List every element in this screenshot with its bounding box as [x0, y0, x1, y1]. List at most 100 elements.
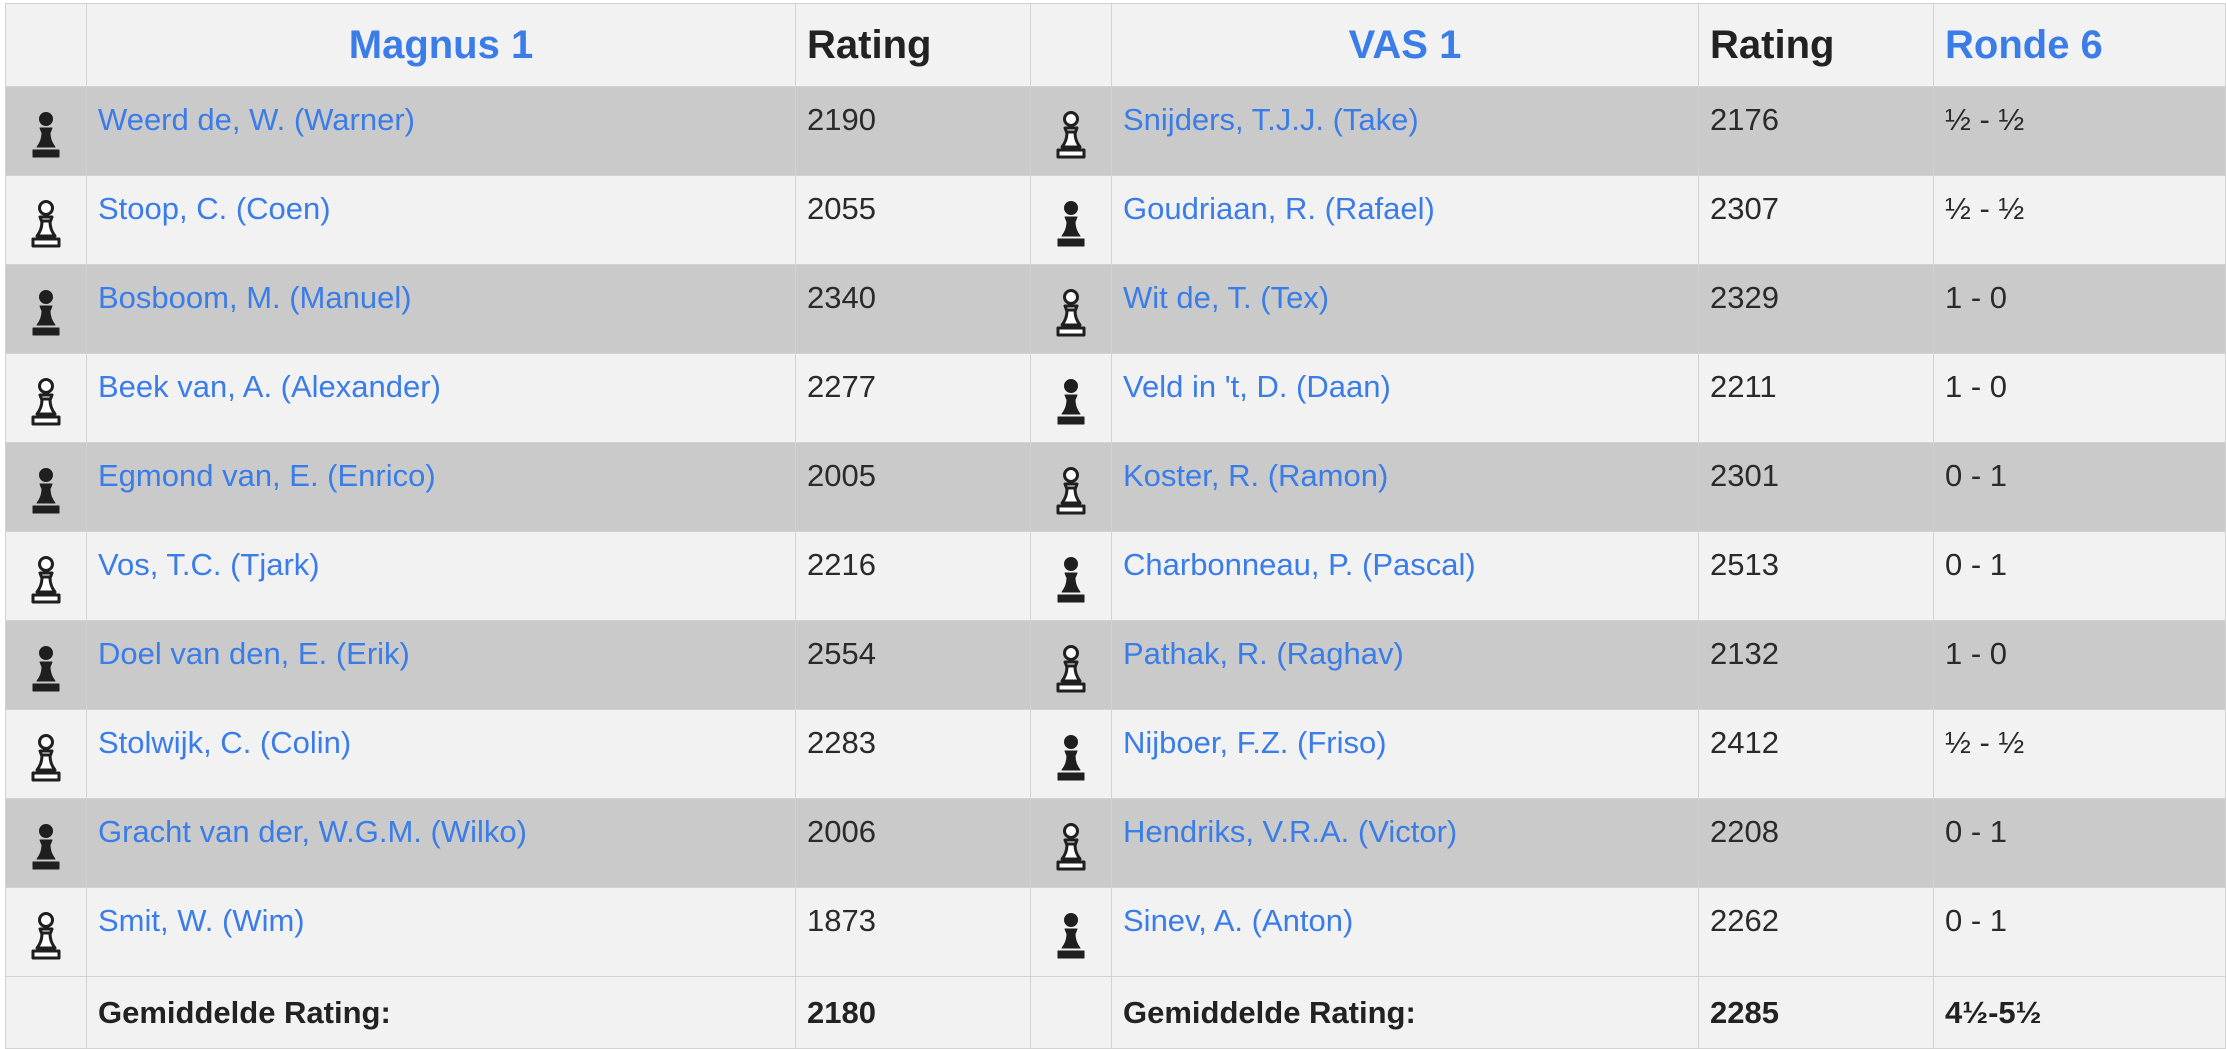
game-result: ½ - ½: [1933, 86, 2226, 176]
table-row: Beek van, A. (Alexander) 2277 Veld in 't, …: [5, 353, 2226, 443]
table-row: Vos, T.C. (Tjark) 2216 Charbonneau, P. (Pa…: [5, 531, 2226, 621]
home-player-cell: Smit, W. (Wim): [86, 887, 796, 977]
black-pawn-icon: [5, 620, 87, 710]
home-player-rating: 2190: [795, 86, 1031, 176]
home-player-link[interactable]: Egmond van, E. (Enrico): [98, 458, 436, 493]
game-result: 0 - 1: [1933, 442, 2226, 532]
away-player-rating: 2262: [1698, 887, 1934, 977]
white-pawn-icon: [5, 175, 87, 265]
avg-label-away: Gemiddelde Rating:: [1111, 976, 1699, 1049]
away-player-rating: 2211: [1698, 353, 1934, 443]
home-player-link[interactable]: Doel van den, E. (Erik): [98, 636, 410, 671]
black-pawn-icon: [5, 264, 87, 354]
home-player-link[interactable]: Vos, T.C. (Tjark): [98, 547, 320, 582]
black-pawn-icon: [1030, 887, 1112, 977]
black-pawn-icon: [1030, 531, 1112, 621]
team-home-header[interactable]: Magnus 1: [86, 3, 796, 87]
away-player-rating: 2412: [1698, 709, 1934, 799]
home-player-cell: Weerd de, W. (Warner): [86, 86, 796, 176]
home-player-cell: Vos, T.C. (Tjark): [86, 531, 796, 621]
white-pawn-icon: [1030, 798, 1112, 888]
table-row: Stolwijk, C. (Colin) 2283 Nijboer, F.Z. (F…: [5, 709, 2226, 799]
away-player-rating: 2208: [1698, 798, 1934, 888]
game-result: 0 - 1: [1933, 531, 2226, 621]
game-result: ½ - ½: [1933, 709, 2226, 799]
away-player-link[interactable]: Veld in 't, D. (Daan): [1123, 369, 1391, 404]
away-player-rating: 2301: [1698, 442, 1934, 532]
home-player-link[interactable]: Stoop, C. (Coen): [98, 191, 331, 226]
home-player-rating: 2216: [795, 531, 1031, 621]
home-player-cell: Doel van den, E. (Erik): [86, 620, 796, 710]
away-player-rating: 2307: [1698, 175, 1934, 265]
home-player-rating: 2554: [795, 620, 1031, 710]
away-player-cell: Nijboer, F.Z. (Friso): [1111, 709, 1699, 799]
away-player-rating: 2329: [1698, 264, 1934, 354]
home-player-cell: Bosboom, M. (Manuel): [86, 264, 796, 354]
away-player-link[interactable]: Charbonneau, P. (Pascal): [1123, 547, 1476, 582]
table-row: Egmond van, E. (Enrico) 2005 Koster, R. (R…: [5, 442, 2226, 532]
team-away-header[interactable]: VAS 1: [1111, 3, 1699, 87]
header-row: Magnus 1 Rating VAS 1 Rating Ronde 6: [5, 3, 2226, 87]
away-player-link[interactable]: Goudriaan, R. (Rafael): [1123, 191, 1435, 226]
home-player-rating: 2277: [795, 353, 1031, 443]
match-results-table: Magnus 1 Rating VAS 1 Rating Ronde 6 Wee…: [5, 3, 2226, 1049]
away-player-cell: Veld in 't, D. (Daan): [1111, 353, 1699, 443]
round-header[interactable]: Ronde 6: [1933, 3, 2226, 87]
black-pawn-icon: [5, 86, 87, 176]
white-pawn-icon: [5, 709, 87, 799]
table-row: Weerd de, W. (Warner) 2190 Snijders, T.J.J…: [5, 86, 2226, 176]
avg-rating-away: 2285: [1698, 976, 1934, 1049]
home-player-rating: 2283: [795, 709, 1031, 799]
away-player-cell: Sinev, A. (Anton): [1111, 887, 1699, 977]
away-player-rating: 2176: [1698, 86, 1934, 176]
table-row: Doel van den, E. (Erik) 2554 Pathak, R. (R…: [5, 620, 2226, 710]
home-player-link[interactable]: Gracht van der, W.G.M. (Wilko): [98, 814, 527, 849]
away-player-rating: 2513: [1698, 531, 1934, 621]
table-row: Stoop, C. (Coen) 2055 Goudriaan, R. (Rafae…: [5, 175, 2226, 265]
away-player-link[interactable]: Sinev, A. (Anton): [1123, 903, 1354, 938]
home-player-cell: Stolwijk, C. (Colin): [86, 709, 796, 799]
white-pawn-icon: [1030, 86, 1112, 176]
game-result: 1 - 0: [1933, 620, 2226, 710]
footer-piece-away: [1030, 976, 1112, 1049]
away-player-link[interactable]: Koster, R. (Ramon): [1123, 458, 1389, 493]
away-player-cell: Koster, R. (Ramon): [1111, 442, 1699, 532]
away-player-cell: Wit de, T. (Tex): [1111, 264, 1699, 354]
avg-label-home: Gemiddelde Rating:: [86, 976, 796, 1049]
black-pawn-icon: [1030, 709, 1112, 799]
away-player-link[interactable]: Snijders, T.J.J. (Take): [1123, 102, 1419, 137]
home-player-cell: Gracht van der, W.G.M. (Wilko): [86, 798, 796, 888]
away-player-cell: Charbonneau, P. (Pascal): [1111, 531, 1699, 621]
away-player-link[interactable]: Nijboer, F.Z. (Friso): [1123, 725, 1387, 760]
game-result: ½ - ½: [1933, 175, 2226, 265]
game-result: 1 - 0: [1933, 353, 2226, 443]
game-result: 1 - 0: [1933, 264, 2226, 354]
white-pawn-icon: [1030, 620, 1112, 710]
home-player-cell: Egmond van, E. (Enrico): [86, 442, 796, 532]
away-player-cell: Snijders, T.J.J. (Take): [1111, 86, 1699, 176]
away-player-link[interactable]: Hendriks, V.R.A. (Victor): [1123, 814, 1458, 849]
home-player-link[interactable]: Weerd de, W. (Warner): [98, 102, 415, 137]
home-player-link[interactable]: Bosboom, M. (Manuel): [98, 280, 412, 315]
game-result: 0 - 1: [1933, 887, 2226, 977]
away-player-link[interactable]: Pathak, R. (Raghav): [1123, 636, 1404, 671]
home-player-rating: 2340: [795, 264, 1031, 354]
home-player-link[interactable]: Stolwijk, C. (Colin): [98, 725, 352, 760]
table-row: Smit, W. (Wim) 1873 Sinev, A. (Anton) 2262 0…: [5, 887, 2226, 977]
home-player-link[interactable]: Beek van, A. (Alexander): [98, 369, 441, 404]
table-row: Bosboom, M. (Manuel) 2340 Wit de, T. (Tex)…: [5, 264, 2226, 354]
home-player-link[interactable]: Smit, W. (Wim): [98, 903, 305, 938]
footer-piece-home: [5, 976, 87, 1049]
rating-away-header: Rating: [1698, 3, 1934, 87]
black-pawn-icon: [1030, 175, 1112, 265]
away-player-link[interactable]: Wit de, T. (Tex): [1123, 280, 1330, 315]
game-result: 0 - 1: [1933, 798, 2226, 888]
home-player-cell: Beek van, A. (Alexander): [86, 353, 796, 443]
match-total-score: 4½-5½: [1933, 976, 2226, 1049]
white-pawn-icon: [1030, 264, 1112, 354]
footer-row: Gemiddelde Rating: 2180 Gemiddelde Ratin…: [5, 976, 2226, 1049]
avg-rating-home: 2180: [795, 976, 1031, 1049]
away-player-cell: Pathak, R. (Raghav): [1111, 620, 1699, 710]
white-pawn-icon: [5, 887, 87, 977]
black-pawn-icon: [5, 798, 87, 888]
